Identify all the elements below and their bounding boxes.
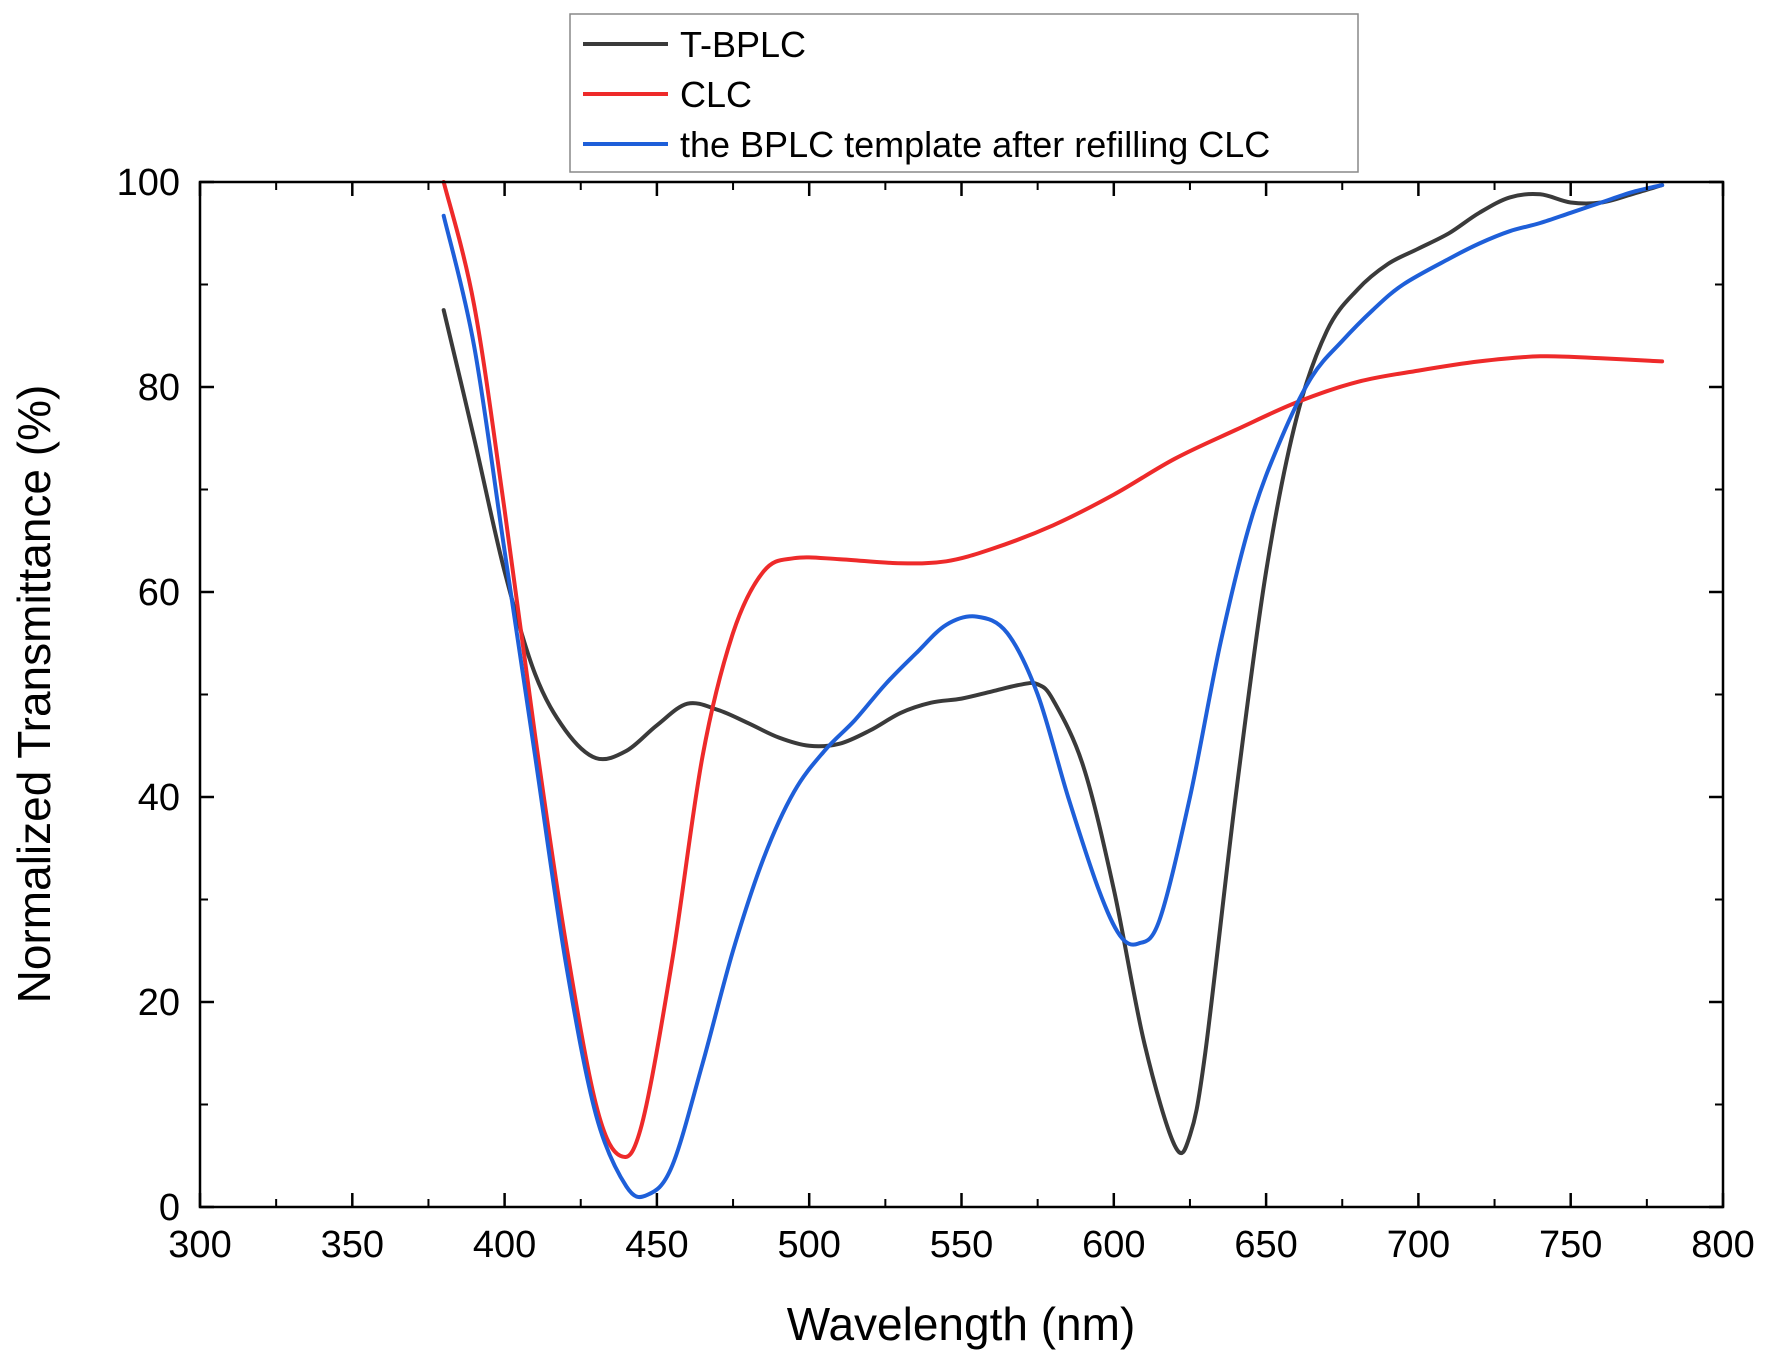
series-line-bplc-template (441, 183, 1665, 1200)
series-line-clc (441, 180, 1665, 1159)
x-tick-label: 650 (1234, 1224, 1297, 1266)
tick-group (198, 180, 1725, 1209)
series-line-t-bplc (441, 183, 1665, 1156)
y-tick-label: 0 (159, 1187, 180, 1229)
y-tick-label: 100 (117, 162, 180, 204)
x-tick-label: 800 (1691, 1224, 1754, 1266)
y-tick-label: 80 (138, 367, 180, 409)
x-tick-label: 400 (473, 1224, 536, 1266)
x-tick-label: 750 (1539, 1224, 1602, 1266)
x-tick-label: 300 (168, 1224, 231, 1266)
y-tick-label: 40 (138, 777, 180, 819)
legend-label-clc: CLC (680, 74, 752, 115)
y-axis-title: Normalized Transmittance (%) (8, 385, 60, 1004)
x-tick-label: 600 (1082, 1224, 1145, 1266)
tick-label-group: 300 350 400 450 500 550 600 650 700 750 800 0 20 40 60… (117, 162, 1755, 1266)
x-tick-label: 350 (321, 1224, 384, 1266)
legend-label-bplc-template: the BPLC template after refilling CLC (680, 124, 1270, 165)
x-tick-label: 700 (1387, 1224, 1450, 1266)
y-tick-label: 60 (138, 572, 180, 614)
legend: T-BPLC CLC the BPLC template after refil… (569, 13, 1359, 173)
x-tick-label: 550 (930, 1224, 993, 1266)
series-group (441, 180, 1665, 1200)
x-tick-label: 500 (777, 1224, 840, 1266)
legend-label-t-bplc: T-BPLC (680, 24, 806, 65)
x-axis-title: Wavelength (nm) (787, 1298, 1136, 1350)
x-tick-label: 450 (625, 1224, 688, 1266)
y-tick-label: 20 (138, 982, 180, 1024)
legend-box (569, 13, 1359, 173)
